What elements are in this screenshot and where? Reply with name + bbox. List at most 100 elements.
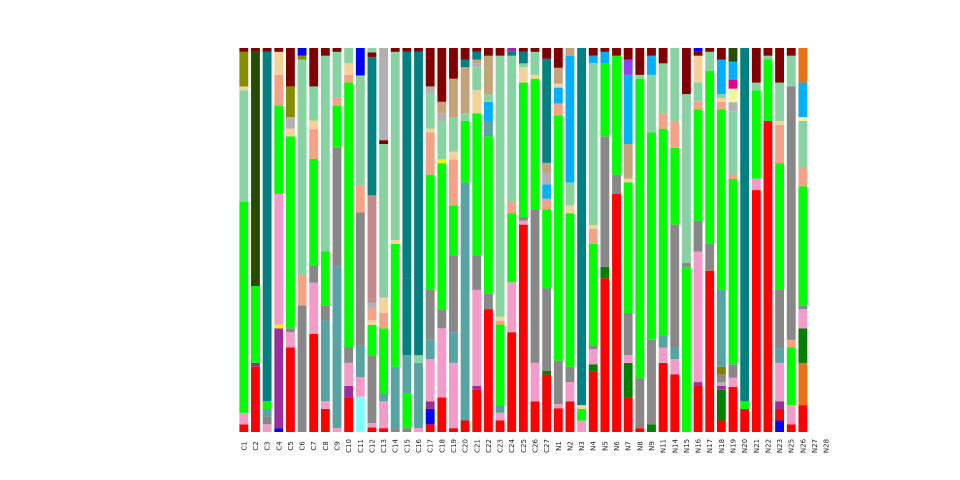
bar-segment-c15-3: [402, 278, 412, 356]
bar-segment-n18-4: [716, 374, 726, 383]
x-tick-label-n25: N25: [788, 439, 796, 453]
bar-segment-n9-1: [647, 339, 656, 425]
bar-segment-c11-1: [355, 377, 365, 397]
bar-segment-c24-2: [507, 213, 517, 283]
bar-segment-c18-8: [437, 48, 447, 102]
bar-segment-n4-1: [588, 364, 598, 372]
x-tick-label-c17: C17: [427, 439, 435, 453]
bar-segment-c17-2: [425, 401, 435, 409]
bar-segment-n17-2: [705, 71, 715, 244]
bar-segment-n6-2: [612, 55, 621, 175]
bar-segment-c21-6: [472, 67, 482, 91]
bar-segment-n1-1: [553, 404, 563, 409]
bar-segment-n16-1: [693, 382, 703, 386]
bar-segment-c20-6: [460, 48, 470, 60]
bar-segment-n26-4: [798, 305, 808, 310]
bar-segment-n11-0: [658, 362, 668, 432]
bar-segment-n14-3: [670, 224, 680, 348]
bar-segment-c5-0: [285, 347, 295, 432]
bar-segment-c26-1: [530, 362, 540, 402]
x-tick-label-n20: N20: [741, 439, 749, 453]
bar-segment-c24-5: [507, 51, 517, 56]
bar-segment-c22-3: [483, 120, 493, 137]
bar-segment-n7-2: [623, 355, 633, 363]
x-tick-label-c9: C9: [334, 441, 342, 450]
bar-segment-c22-7: [483, 48, 493, 56]
bar-segment-c5-5: [285, 117, 295, 129]
bar-segment-n21-0: [751, 190, 761, 432]
bar-segment-c3-2: [262, 408, 272, 417]
bar-segment-n7-3: [623, 312, 633, 356]
bar-segment-c13-0: [379, 428, 389, 432]
bar-segment-c25-2: [518, 216, 528, 221]
bar-segment-n18-12: [716, 48, 726, 60]
bar-segment-c19-0: [449, 428, 458, 432]
bar-segment-c5-4: [285, 128, 295, 137]
bar-segment-c9-2: [332, 147, 342, 267]
bar-segment-c25-4: [518, 67, 528, 83]
bar-segment-c27-5: [542, 184, 552, 199]
x-tick-label-n17: N17: [706, 439, 714, 453]
bar-segment-n6-3: [612, 48, 621, 56]
bar-segment-c16-4: [414, 48, 423, 52]
bar-segment-c16-1: [414, 362, 423, 429]
x-tick-label-c16: C16: [415, 439, 423, 453]
bar-segment-n7-7: [623, 74, 633, 144]
x-tick-label-c11: C11: [357, 439, 365, 453]
x-tick-label-n7: N7: [625, 441, 633, 451]
bar-segment-n23-4: [775, 347, 785, 363]
bar-segment-n25-2: [786, 347, 796, 406]
bar-segment-n7-4: [623, 182, 633, 313]
bar-segment-n18-2: [716, 385, 726, 390]
x-tick-label-c8: C8: [322, 441, 330, 450]
x-tick-label-c23: C23: [497, 439, 505, 453]
bar-segment-c10-7: [344, 48, 354, 64]
bar-segment-c4-5: [274, 74, 284, 106]
bar-segment-c17-10: [425, 86, 435, 95]
x-tick-label-c5: C5: [287, 441, 295, 450]
bar-segment-n20-0: [740, 408, 750, 432]
bar-segment-n11-2: [658, 336, 668, 348]
bar-segment-c10-5: [344, 74, 354, 83]
x-tick-label-n2: N2: [566, 441, 574, 451]
bar-segment-n14-5: [670, 120, 680, 148]
bar-segment-c14-0: [390, 428, 400, 432]
bar-segment-c8-4: [320, 251, 330, 306]
bar-segment-c9-4: [332, 97, 342, 106]
bar-segment-n7-5: [623, 178, 633, 183]
bar-segment-c24-0: [507, 332, 517, 432]
bar-segment-c17-7: [425, 132, 435, 175]
bar-segment-n22-0: [763, 120, 773, 433]
bar-segment-n18-8: [716, 101, 726, 110]
bar-segment-c2-2: [251, 286, 260, 363]
x-tick-label-c22: C22: [485, 439, 493, 453]
bar-segment-c1-1: [239, 412, 249, 425]
bar-segment-c13-8: [379, 48, 389, 141]
bar-segment-c21-0: [472, 389, 482, 432]
bar-segment-n23-3: [775, 362, 785, 402]
bar-segment-c10-4: [344, 82, 354, 348]
bar-segment-n4-0: [588, 371, 598, 432]
bar-segment-c13-1: [379, 401, 389, 429]
bar-segment-c12-7: [367, 195, 377, 303]
bar-segment-c5-2: [285, 328, 295, 333]
bar-segment-c21-8: [472, 59, 482, 64]
bar-segment-n23-2: [775, 401, 785, 409]
bar-segment-n9-0: [647, 424, 656, 432]
x-tick-label-n23: N23: [776, 439, 784, 453]
bar-segment-n4-4: [588, 243, 598, 346]
bar-segment-n11-6: [658, 48, 668, 64]
bar-segment-n7-0: [623, 397, 633, 432]
bar-segment-c19-7: [449, 117, 458, 152]
bar-segment-n18-10: [716, 94, 726, 98]
bar-segment-n2-4: [565, 205, 575, 214]
bar-segment-c1-2: [239, 201, 249, 413]
bar-segment-c27-0: [542, 374, 552, 432]
bar-segment-c19-3: [449, 255, 458, 333]
bar-segment-n25-4: [786, 86, 796, 340]
bar-segment-n11-4: [658, 113, 668, 129]
bar-segment-c26-0: [530, 401, 540, 432]
bar-segment-c22-6: [483, 55, 493, 95]
bar-segment-n26-0: [798, 405, 808, 432]
bar-segment-n7-9: [623, 48, 633, 60]
